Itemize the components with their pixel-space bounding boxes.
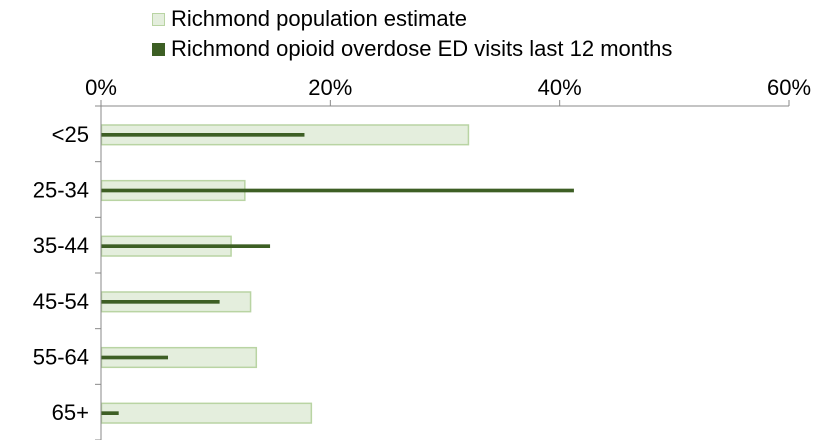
bar-ed-visits-2 — [101, 244, 271, 248]
y-tick-label-1: 25-34 — [33, 178, 89, 203]
legend-item-population: Richmond population estimate — [152, 4, 672, 34]
x-tick-label-0: 0% — [85, 75, 117, 100]
y-tick-label-2: 35-44 — [33, 233, 89, 258]
bar-ed-visits-4 — [101, 355, 169, 360]
y-tick-label-3: 45-54 — [33, 289, 89, 314]
legend-swatch-population — [152, 12, 165, 26]
x-tick-label-3: 60% — [767, 75, 811, 100]
y-tick-label-4: 55-64 — [33, 345, 89, 370]
legend-label-population: Richmond population estimate — [171, 6, 467, 31]
bar-population-5 — [100, 402, 313, 424]
legend-label-ed-visits: Richmond opioid overdose ED visits last … — [171, 36, 673, 61]
bar-ed-visits-0 — [101, 133, 305, 137]
chart-legend: Richmond population estimate Richmond op… — [152, 4, 672, 64]
bar-ed-visits-5 — [101, 411, 119, 415]
legend-item-ed-visits: Richmond opioid overdose ED visits last … — [152, 34, 672, 64]
bar-ed-visits-3 — [101, 300, 220, 304]
y-tick-label-5: 65+ — [52, 400, 89, 425]
x-tick-label-1: 20% — [308, 75, 352, 100]
x-tick-label-2: 40% — [538, 75, 582, 100]
y-tick-label-0: <25 — [52, 122, 89, 147]
bar-ed-visits-1 — [101, 188, 574, 193]
legend-swatch-ed-visits — [152, 42, 165, 56]
